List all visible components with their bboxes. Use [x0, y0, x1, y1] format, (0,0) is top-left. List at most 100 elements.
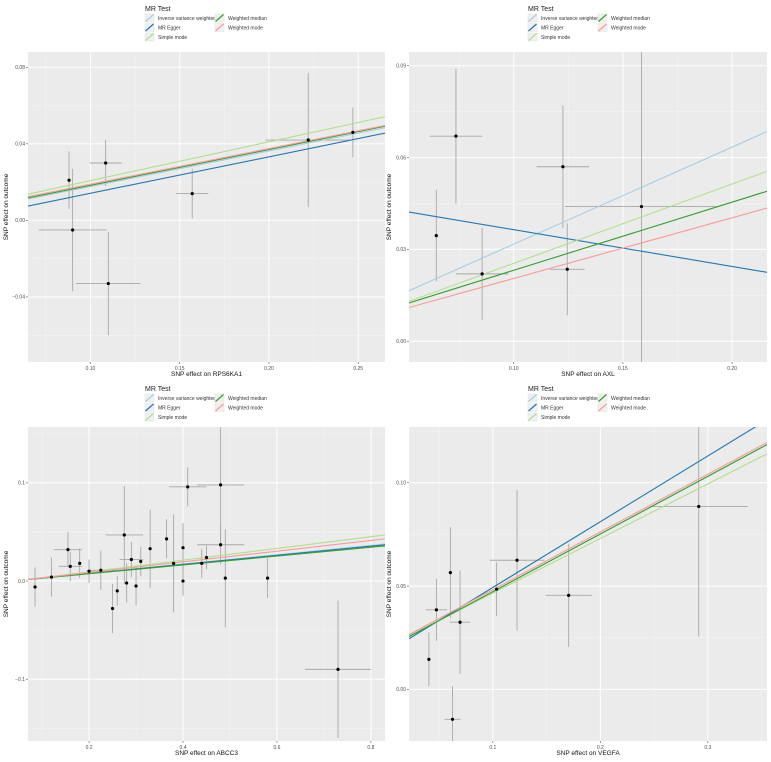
snp-point	[148, 547, 152, 551]
snp-point	[218, 543, 223, 547]
legend-key	[527, 13, 538, 23]
weighted-mode-line	[28, 124, 385, 198]
snp-point	[122, 533, 126, 537]
gridlines	[28, 52, 385, 362]
snp-point	[134, 584, 138, 588]
legend-key	[597, 23, 608, 32]
snp-point	[454, 134, 458, 138]
legend-key	[144, 393, 155, 403]
x-tick-label: 0.6	[273, 745, 280, 751]
simple-mode-line	[28, 116, 385, 195]
legend-key	[144, 32, 155, 42]
x-tick-label: 0.4	[180, 745, 187, 751]
legend: MR Test Inverse variance weighted MR Egger…	[144, 386, 267, 422]
x-tick-label: 0.25	[353, 366, 363, 372]
snp-point	[106, 281, 110, 286]
legend-key	[527, 412, 538, 422]
snp-point	[565, 267, 569, 271]
snp-point	[265, 576, 270, 580]
y-tick-label: 0.1	[18, 481, 25, 487]
y-axis-title: SNP effect on outcome	[386, 173, 393, 240]
simple-mode-line	[409, 453, 767, 637]
tick-labels: 0.2 0.4 0.6 0.8 −0.1 0.0 0.1	[15, 481, 374, 751]
legend: MR Test Inverse variance weighted MR Egger…	[144, 6, 267, 42]
legend-label: Simple mode	[158, 35, 187, 41]
legend-label: Weighted mode	[611, 406, 646, 412]
legend-key	[527, 403, 538, 412]
x-tick-label: 0.10	[509, 366, 519, 372]
plot-background	[409, 52, 767, 362]
inverse-variance-weighted-line	[409, 131, 767, 292]
x-tick-label: 0.20	[727, 366, 737, 372]
y-tick-label: 0.06	[396, 155, 406, 161]
weighted-mode-line	[409, 207, 767, 309]
snp-point	[172, 561, 176, 565]
snp-point	[204, 555, 209, 560]
y-axis-title: SNP effect on outcome	[386, 550, 393, 617]
weighted-mode-line	[409, 442, 767, 636]
y-tick-label: 0.00	[15, 218, 25, 224]
tick-labels: 0.10 0.15 0.20 0.25 −0.04 0.00 0.04 0.08	[12, 65, 363, 372]
legend-label: Inverse variance weighted	[541, 16, 599, 22]
snp-points	[427, 504, 701, 721]
snp-point	[515, 558, 519, 562]
snp-point	[99, 568, 103, 572]
legend-title: MR Test	[145, 386, 171, 393]
weighted-mode-line	[28, 538, 385, 581]
y-tick-label: 0.04	[15, 142, 25, 148]
legend-label: MR Egger	[158, 26, 181, 32]
regression-lines	[409, 427, 767, 640]
x-tick-label: 0.8	[367, 745, 374, 751]
snp-point	[427, 657, 431, 662]
legend-key	[597, 403, 608, 412]
legend-label: MR Egger	[541, 406, 564, 412]
snp-point	[33, 585, 37, 589]
snp-point	[87, 569, 91, 573]
legend: MR Test Inverse variance weighted MR Egger…	[527, 6, 650, 42]
x-tick-label: 0.15	[618, 366, 628, 372]
weighted-median-line	[28, 125, 385, 199]
legend-key	[144, 403, 155, 412]
tick-labels: 0.10 0.15 0.20 0.00 0.03 0.06 0.09	[396, 64, 737, 372]
legend-key	[214, 13, 225, 23]
legend-label: Inverse variance weighted	[541, 396, 599, 402]
legend-label: Weighted median	[228, 16, 267, 22]
y-tick-label: −0.04	[12, 295, 25, 301]
y-tick-label: 0.08	[15, 65, 25, 71]
legend-key	[144, 13, 155, 23]
snp-point	[351, 130, 355, 134]
legend-label: Weighted median	[611, 16, 650, 22]
weighted-median-line	[409, 444, 767, 638]
snp-point	[434, 234, 438, 238]
legend-key	[144, 23, 155, 32]
snp-point	[125, 581, 129, 585]
snp-points	[67, 130, 355, 286]
y-axis-title: SNP effect on outcome	[3, 173, 10, 240]
legend-label: Weighted mode	[611, 26, 646, 32]
legend-label: Weighted median	[228, 396, 267, 402]
regression-lines	[409, 131, 767, 309]
legend-title: MR Test	[145, 6, 171, 13]
x-tick-label: 0.2	[597, 745, 604, 751]
x-tick-label: 0.20	[264, 366, 274, 372]
snp-point	[49, 575, 54, 579]
snp-point	[336, 667, 340, 671]
snp-point	[78, 561, 82, 565]
x-axis-title: SNP effect on VEGFA	[556, 750, 620, 757]
snp-point	[186, 485, 190, 489]
tick-labels: 0.1 0.2 0.3 0.00 0.05 0.10	[396, 481, 711, 751]
x-tick-label: 0.2	[86, 745, 93, 751]
snp-points	[434, 134, 644, 276]
legend-key	[214, 393, 225, 403]
snp-point	[450, 717, 455, 721]
x-tick-label: 0.3	[704, 745, 711, 751]
legend-title: MR Test	[528, 6, 554, 13]
legend-key	[597, 393, 608, 403]
snp-point	[448, 571, 452, 575]
y-tick-label: 0.10	[396, 481, 406, 487]
legend: MR Test Inverse variance weighted MR Egger…	[527, 386, 650, 422]
y-tick-label: 0.00	[396, 339, 406, 345]
legend-key	[597, 13, 608, 23]
